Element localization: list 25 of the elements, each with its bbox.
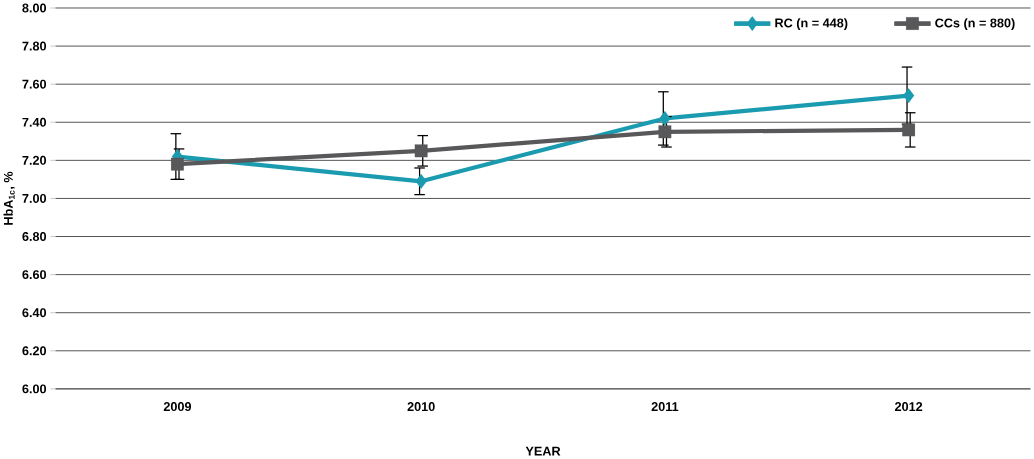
- y-tick-label: 8.00: [22, 3, 47, 13]
- y-tick-label: 7.20: [22, 155, 47, 165]
- y-tick-label: 7.80: [22, 41, 47, 51]
- point: [903, 88, 915, 104]
- y-tick-label: 6.40: [22, 308, 47, 318]
- x-tick-label: 2012: [894, 402, 923, 412]
- point: [171, 157, 184, 171]
- y-axis-title: HbA$_{1c}$, %: [3, 171, 15, 225]
- x-tick-label: 2011: [651, 402, 679, 412]
- y-tick-label: 7.60: [22, 79, 47, 89]
- y-tick-label: 7.00: [22, 193, 47, 203]
- point: [415, 173, 427, 189]
- legend-label: RC (n = 448): [775, 18, 848, 30]
- x-tick-label: 2009: [163, 402, 192, 412]
- point: [414, 144, 428, 158]
- point: [658, 125, 672, 139]
- y-tick-label: 6.00: [22, 384, 47, 394]
- x-axis-title: YEAR: [525, 446, 561, 456]
- y-tick-label: 6.80: [22, 232, 47, 241]
- point: [902, 123, 916, 137]
- y-tick-label: 6.60: [22, 270, 47, 280]
- x-tick-label: 2010: [407, 402, 435, 412]
- legend-label: CCs (n = 880): [935, 18, 1015, 30]
- y-tick-label: 7.40: [22, 117, 47, 127]
- y-tick-label: 6.20: [22, 346, 47, 356]
